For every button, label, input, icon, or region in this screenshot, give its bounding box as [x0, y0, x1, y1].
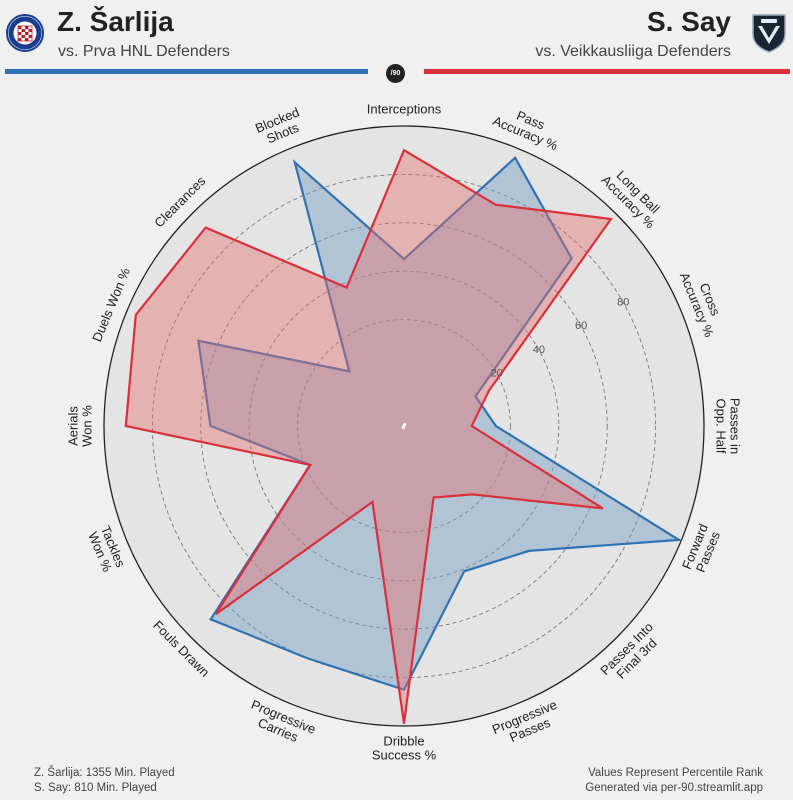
player2-name: S. Say: [646, 6, 731, 37]
per90-badge: /90: [386, 64, 405, 83]
player2-minutes: S. Say: 810 Min. Played: [34, 782, 157, 794]
player1-comparison: vs. Prva HNL Defenders: [58, 43, 230, 60]
axis-label-0: Interceptions: [367, 101, 442, 116]
axis-label-12: Aerials Won %: [65, 405, 94, 447]
axis-label-line: Interceptions: [367, 101, 442, 116]
ring-label-80: 80: [617, 297, 629, 309]
ring-label-60: 60: [575, 320, 587, 332]
player1-color-bar: [5, 69, 368, 74]
axis-label-line: Passes in: [728, 398, 743, 454]
axis-label-line: Dribble: [383, 733, 424, 748]
source-note: Generated via per-90.streamlit.app: [585, 782, 763, 794]
ac-oulu-crest-icon: [750, 12, 788, 54]
player2-comparison: vs. Veikkausliiga Defenders: [535, 43, 731, 60]
percentile-note: Values Represent Percentile Rank: [588, 767, 763, 779]
ring-60: [200, 222, 608, 630]
player1-minutes: Z. Šarlija: 1355 Min. Played: [34, 767, 175, 779]
minutes-played: Z. Šarlija: 1355 Min. Played S. Say: 810…: [34, 766, 175, 796]
axis-label-line: Opp. Half: [714, 399, 729, 454]
chart-notes: Values Represent Percentile Rank Generat…: [585, 766, 763, 796]
axis-label-line: Won %: [79, 405, 94, 447]
series-player1: [197, 156, 683, 692]
hajduk-split-crest-icon: [6, 12, 44, 54]
ring-40: [248, 270, 560, 582]
ring-label-40: 40: [533, 344, 545, 356]
ring-label-20: 20: [491, 368, 503, 380]
ring-20: [297, 319, 511, 533]
axis-label-line: Aerials: [65, 406, 80, 446]
series-player2: [124, 148, 613, 724]
ring-80: [151, 173, 657, 679]
axis-label-line: Success %: [372, 747, 437, 762]
player2-color-bar: [424, 69, 790, 74]
center-mark: [401, 422, 407, 430]
player1-name: Z. Šarlija: [57, 6, 174, 37]
